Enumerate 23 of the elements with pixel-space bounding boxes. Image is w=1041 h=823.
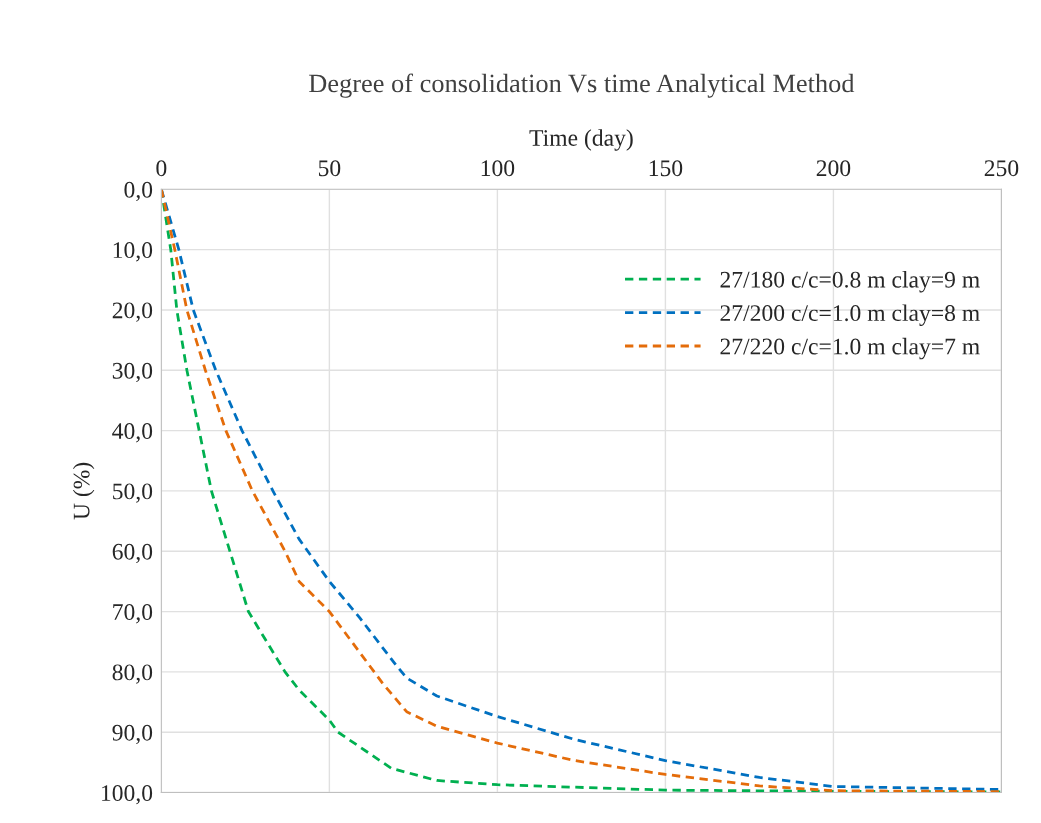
x-tick-label: 200 (816, 160, 851, 177)
x-tick-label: 0 (156, 160, 167, 177)
y-tick-label: 40,0 (112, 423, 153, 443)
y-tick-label: 0,0 (124, 181, 153, 202)
x-tick-label: 150 (649, 160, 683, 177)
chart-title: Degree of consolidation Vs time Analytical Method (309, 73, 855, 98)
y-tick-label: 10,0 (113, 242, 153, 262)
y-tick-label: 20,0 (112, 302, 153, 322)
y-tick-label: 50,0 (113, 483, 153, 503)
x-tick-label: 250 (984, 160, 1019, 177)
x-axis-title: Time (day) (529, 129, 633, 151)
x-tick-label: 100 (481, 160, 515, 177)
legend-label: 27/200 c/c=1.0 m clay=8 m (720, 304, 980, 326)
y-tick-label: 100,0 (101, 785, 153, 805)
legend-label: 27/180 c/c=0.8 m clay=9 m (720, 271, 980, 293)
y-tick-label: 80,0 (112, 664, 153, 684)
x-tick-label: 50 (318, 160, 341, 177)
y-tick-label: 60,0 (112, 543, 153, 564)
y-axis-title: U (%) (72, 462, 95, 520)
y-tick-label: 30,0 (112, 362, 153, 383)
y-tick-label: 70,0 (113, 604, 153, 624)
y-tick-label: 90,0 (112, 724, 153, 745)
legend-label: 27/220 c/c=1.0 m clay=7 m (720, 337, 980, 360)
